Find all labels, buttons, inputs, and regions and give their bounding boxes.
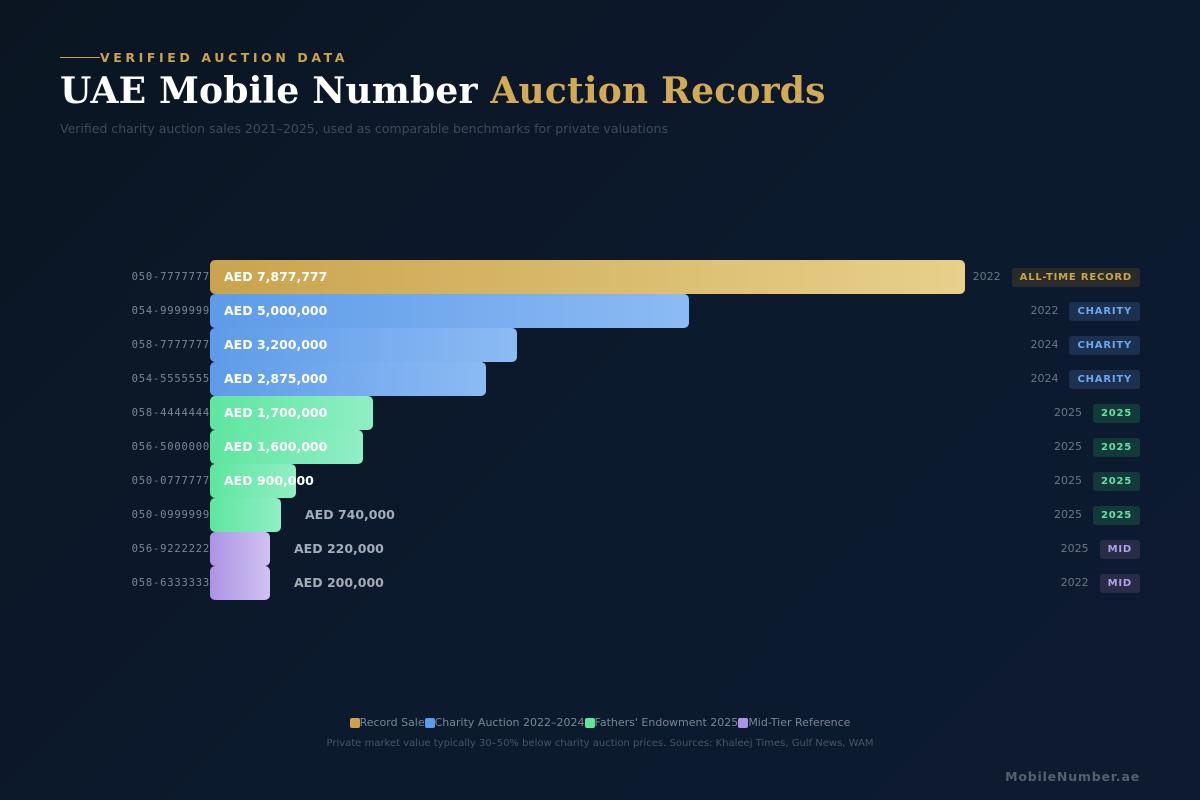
value-label: AED 740,000 [305, 507, 395, 522]
eyebrow-text: VERIFIED AUCTION DATA [100, 50, 349, 65]
bar-054-9999999 [210, 294, 689, 328]
year-label: 2025 [1053, 406, 1082, 419]
year-label: 2022 [1030, 304, 1059, 317]
category-badge: ALL-TIME RECORD [1011, 268, 1140, 287]
phone-number-label: 050-0999999 [131, 509, 210, 521]
category-badge: 2025 [1092, 472, 1140, 491]
phone-number-label: 050-0777777 [131, 475, 210, 487]
eyebrow: VERIFIED AUCTION DATA [60, 50, 348, 65]
category-badge: CHARITY [1069, 302, 1140, 321]
value-label: AED 1,700,000 [224, 405, 328, 420]
value-label: AED 7,877,777 [224, 269, 328, 284]
category-badge: MID [1099, 540, 1140, 559]
bar-050-7777777 [210, 260, 965, 294]
eyebrow-rule [60, 57, 100, 58]
legend-item-blue: Charity Auction 2022–2024 [424, 716, 585, 729]
legend-swatch [738, 717, 749, 728]
bar-050-0999999 [210, 498, 281, 532]
value-label: AED 3,200,000 [224, 337, 328, 352]
phone-number-label: 056-9222222 [131, 543, 210, 555]
phone-number-label: 054-5555555 [131, 373, 210, 385]
title-part-gold: Auction Records [490, 70, 826, 112]
category-badge: 2025 [1092, 506, 1140, 525]
bar-056-5000000 [210, 430, 363, 464]
bar-054-5555555 [210, 362, 486, 396]
phone-number-label: 058-4444444 [131, 407, 210, 419]
chart-legend: Record Sale Charity Auction 2022–2024 Fath… [0, 716, 1200, 729]
bar-058-6333333 [210, 566, 270, 600]
legend-label: Fathers' Endowment 2025 [594, 716, 739, 729]
brand-logo-text: MobileNumber.ae [1005, 769, 1140, 784]
phone-number-label: 058-6333333 [131, 577, 210, 589]
year-label: 2022 [972, 270, 1001, 283]
value-label: AED 1,600,000 [224, 439, 328, 454]
year-label: 2025 [1053, 440, 1082, 453]
legend-swatch [584, 717, 595, 728]
value-label: AED 900,000 [224, 473, 314, 488]
value-label: AED 2,875,000 [224, 371, 328, 386]
phone-number-label: 050-7777777 [131, 271, 210, 283]
year-label: 2022 [1060, 576, 1089, 589]
year-label: 2025 [1060, 542, 1089, 555]
value-label: AED 200,000 [294, 575, 384, 590]
legend-label: Record Sale [359, 716, 425, 729]
page-subtitle: Verified charity auction sales 2021–2025… [60, 121, 668, 136]
legend-item-gold: Record Sale [349, 716, 425, 729]
bar-058-7777777 [210, 328, 517, 362]
page-title: UAE Mobile Number Auction Records [60, 70, 826, 112]
legend-label: Charity Auction 2022–2024 [434, 716, 585, 729]
value-label: AED 220,000 [294, 541, 384, 556]
legend-label: Mid-Tier Reference [748, 716, 851, 729]
category-badge: CHARITY [1069, 336, 1140, 355]
phone-number-label: 056-5000000 [131, 441, 210, 453]
title-part-white: UAE Mobile Number [60, 70, 491, 112]
category-badge: MID [1099, 574, 1140, 593]
footnote: Private market value typically 30–50% be… [326, 738, 874, 749]
year-label: 2025 [1053, 474, 1082, 487]
category-badge: CHARITY [1069, 370, 1140, 389]
year-label: 2025 [1053, 508, 1082, 521]
legend-item-green: Fathers' Endowment 2025 [584, 716, 739, 729]
phone-number-label: 054-9999999 [131, 305, 210, 317]
legend-swatch [349, 717, 360, 728]
legend-item-purple: Mid-Tier Reference [738, 716, 850, 729]
year-label: 2024 [1030, 338, 1059, 351]
bar-050-0777777 [210, 464, 296, 498]
bar-056-9222222 [210, 532, 270, 566]
category-badge: 2025 [1092, 404, 1140, 423]
bar-058-4444444 [210, 396, 373, 430]
category-badge: 2025 [1092, 438, 1140, 457]
phone-number-label: 058-7777777 [131, 339, 210, 351]
legend-swatch [424, 717, 435, 728]
value-label: AED 5,000,000 [224, 303, 328, 318]
year-label: 2024 [1030, 372, 1059, 385]
